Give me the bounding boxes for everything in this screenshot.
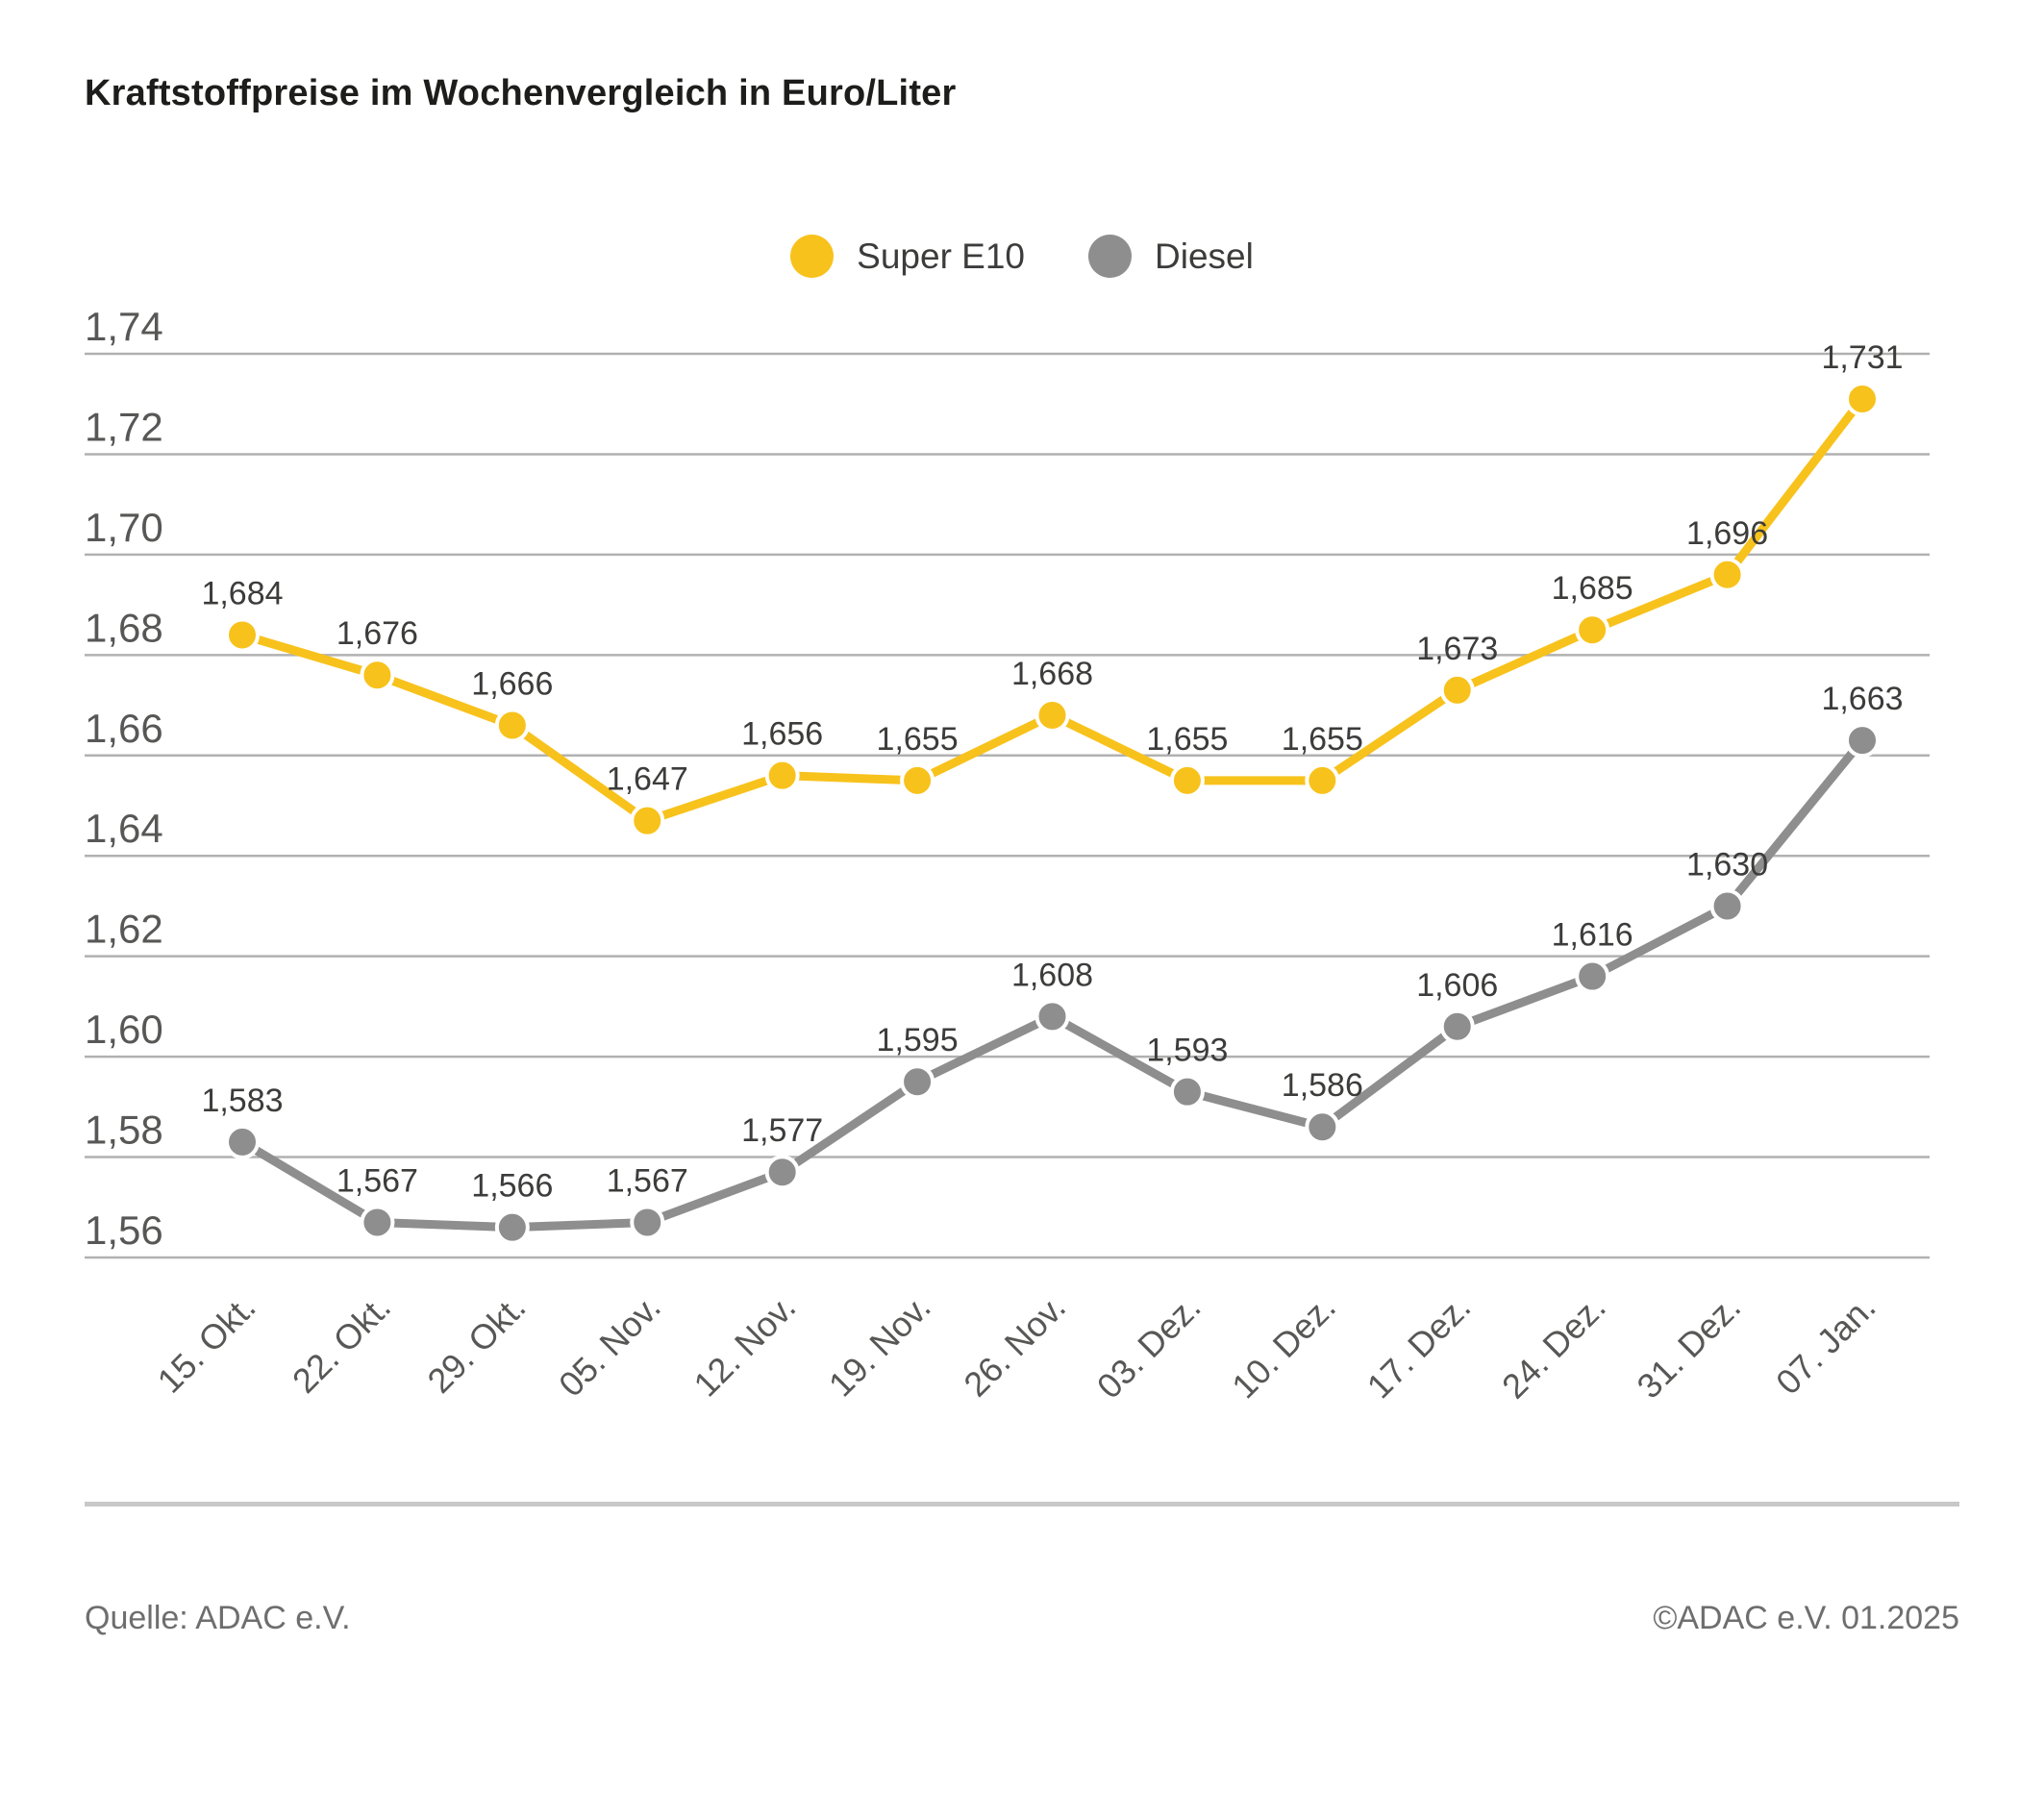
x-axis-tick-label: 15. Okt. [150, 1287, 263, 1401]
data-point-marker-diesel [1439, 1009, 1475, 1044]
data-point-marker-super-e10 [225, 617, 260, 653]
footer-copyright: ©ADAC e.V. 01.2025 [1653, 1600, 1959, 1636]
x-axis-tick-label: 31. Dez. [1629, 1287, 1748, 1407]
data-point-label-diesel: 1,616 [1552, 917, 1633, 954]
legend-label: Diesel [1155, 236, 1254, 276]
data-point-label-super-e10: 1,655 [1282, 721, 1363, 758]
x-axis-tick-label: 26. Nov. [956, 1287, 1073, 1405]
x-axis-tick-label: 07. Jan. [1768, 1287, 1883, 1403]
data-point-label-diesel: 1,583 [201, 1083, 283, 1119]
data-point-label-diesel: 1,577 [741, 1112, 823, 1149]
y-axis-tick-label: 1,72 [85, 404, 163, 449]
data-point-marker-super-e10 [494, 708, 530, 743]
legend: Super E10 Diesel [0, 235, 2044, 278]
legend-label: Super E10 [857, 236, 1026, 276]
data-point-label-diesel: 1,595 [877, 1022, 959, 1058]
data-point-label-diesel: 1,606 [1416, 967, 1498, 1004]
x-axis-tick-label: 05. Nov. [551, 1287, 668, 1405]
y-axis-tick-label: 1,64 [85, 806, 163, 851]
x-axis-tick-label: 19. Nov. [821, 1287, 938, 1405]
chart-title: Kraftstoffpreise im Wochenvergleich in E… [85, 73, 957, 113]
data-point-label-super-e10: 1,696 [1686, 515, 1768, 552]
data-point-marker-super-e10 [1845, 382, 1880, 416]
x-axis-tick-label: 03. Dez. [1089, 1287, 1209, 1407]
data-point-marker-diesel [1034, 999, 1070, 1034]
data-point-marker-diesel [1709, 888, 1745, 924]
data-point-marker-super-e10 [1439, 672, 1475, 708]
data-point-marker-super-e10 [630, 803, 665, 838]
x-axis-tick-label: 12. Nov. [685, 1287, 803, 1405]
data-point-label-super-e10: 1,655 [1146, 721, 1228, 758]
data-point-marker-diesel [1169, 1074, 1205, 1109]
legend-item-super-e10: Super E10 [790, 235, 1025, 278]
footer-divider [85, 1502, 1959, 1507]
x-axis-tick-label: 29. Okt. [419, 1287, 533, 1401]
data-point-marker-super-e10 [1034, 698, 1070, 733]
legend-dot-icon [1088, 235, 1133, 278]
y-axis-tick-label: 1,62 [85, 907, 163, 952]
data-point-label-super-e10: 1,731 [1821, 339, 1903, 376]
data-point-label-super-e10: 1,647 [607, 761, 688, 798]
data-point-label-super-e10: 1,676 [337, 615, 418, 652]
data-point-label-diesel: 1,567 [337, 1162, 418, 1199]
legend-dot-icon [790, 235, 835, 278]
data-point-marker-diesel [1305, 1109, 1340, 1145]
y-axis-tick-label: 1,68 [85, 605, 163, 650]
data-point-label-diesel: 1,663 [1821, 681, 1903, 717]
legend-item-diesel: Diesel [1088, 235, 1254, 278]
y-axis-tick-label: 1,58 [85, 1108, 163, 1153]
y-axis-tick-label: 1,74 [85, 304, 163, 349]
data-point-marker-super-e10 [900, 762, 935, 798]
y-axis-tick-label: 1,66 [85, 706, 163, 751]
data-point-label-diesel: 1,566 [471, 1168, 553, 1205]
y-axis-tick-label: 1,60 [85, 1007, 163, 1052]
data-point-marker-diesel [494, 1209, 530, 1245]
data-point-marker-super-e10 [360, 658, 395, 693]
data-point-marker-diesel [900, 1064, 935, 1100]
data-point-marker-super-e10 [1575, 612, 1610, 648]
data-point-label-diesel: 1,630 [1686, 846, 1768, 883]
data-point-label-super-e10: 1,668 [1011, 656, 1093, 692]
data-point-marker-diesel [630, 1205, 665, 1240]
data-point-label-super-e10: 1,684 [201, 575, 283, 611]
data-point-label-super-e10: 1,666 [471, 665, 553, 702]
data-point-label-super-e10: 1,655 [877, 721, 959, 758]
data-point-label-diesel: 1,567 [607, 1162, 688, 1199]
data-point-marker-super-e10 [1709, 557, 1745, 592]
data-point-marker-super-e10 [1305, 762, 1340, 798]
data-point-label-super-e10: 1,673 [1416, 631, 1498, 667]
data-point-marker-diesel [360, 1205, 395, 1240]
footer-source: Quelle: ADAC e.V. [85, 1600, 351, 1636]
x-axis-tick-label: 17. Dez. [1359, 1287, 1479, 1407]
data-point-label-diesel: 1,608 [1011, 957, 1093, 993]
y-axis-tick-label: 1,56 [85, 1208, 163, 1253]
data-point-marker-super-e10 [1169, 762, 1205, 798]
data-point-label-super-e10: 1,656 [741, 716, 823, 753]
y-axis-tick-label: 1,70 [85, 505, 163, 550]
data-point-marker-super-e10 [764, 758, 800, 793]
data-point-label-diesel: 1,586 [1282, 1067, 1363, 1104]
x-axis-tick-label: 24. Dez. [1494, 1287, 1613, 1407]
data-point-marker-diesel [225, 1124, 260, 1159]
x-axis-tick-label: 22. Okt. [285, 1287, 398, 1401]
data-point-label-diesel: 1,593 [1146, 1033, 1228, 1069]
data-point-marker-diesel [1845, 723, 1880, 759]
series-line-super-e10 [237, 394, 1867, 826]
data-point-label-super-e10: 1,685 [1552, 570, 1633, 607]
data-point-marker-diesel [1575, 959, 1610, 994]
x-axis-tick-label: 10. Dez. [1224, 1287, 1343, 1407]
data-point-marker-diesel [764, 1155, 800, 1190]
